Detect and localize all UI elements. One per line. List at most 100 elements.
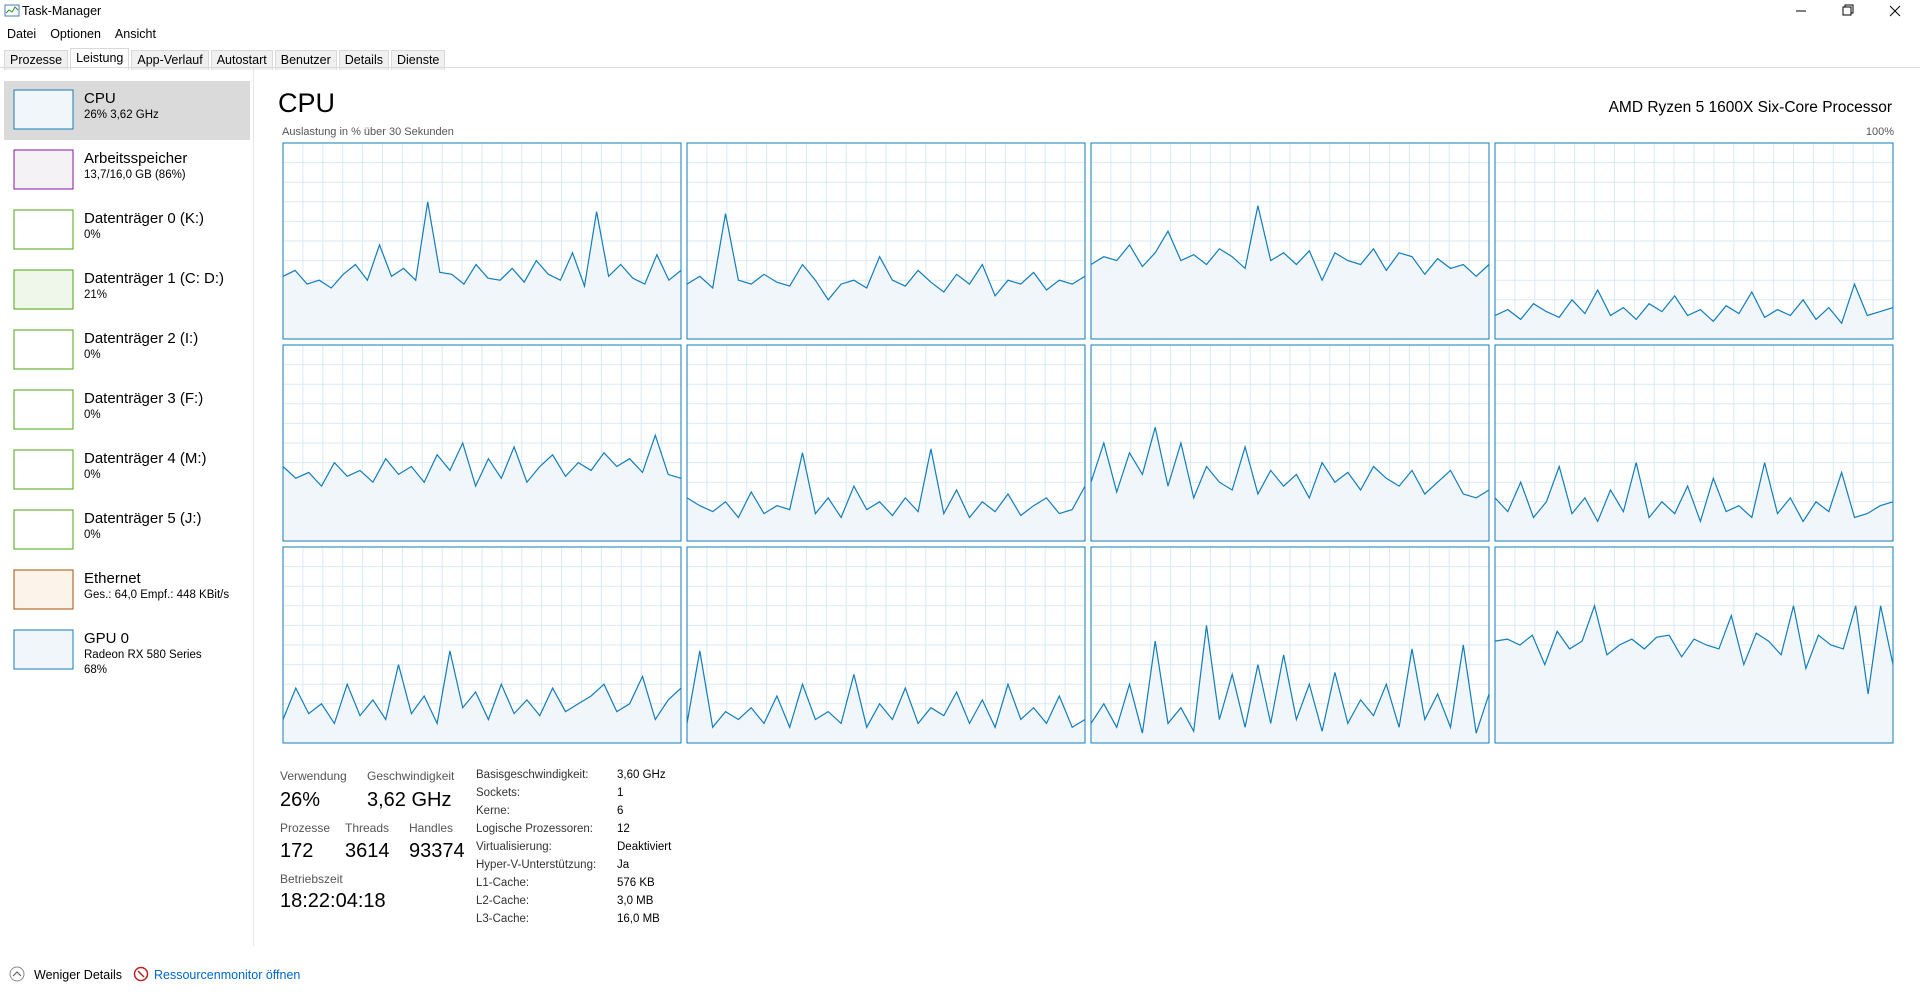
core-area — [1091, 625, 1489, 743]
info-value: 3,0 MB — [617, 895, 654, 907]
graph-frame — [686, 546, 1086, 744]
info-value: 6 — [617, 805, 624, 817]
graph-frame — [282, 344, 682, 542]
sidebar-item[interactable]: Datenträger 1 (C: D:) 21% — [4, 261, 250, 320]
graph-frame — [1494, 546, 1894, 744]
info-label: Virtualisierung: — [476, 841, 552, 853]
stat-value: 3,62 GHz — [367, 789, 452, 811]
sidebar-detail: 21% — [84, 289, 108, 301]
info-label: Sockets: — [476, 787, 521, 799]
core-line — [1090, 205, 1490, 282]
tab[interactable]: Leistung — [70, 48, 130, 70]
stat-value: 172 — [280, 840, 314, 862]
sidebar-item[interactable]: Datenträger 3 (F:) 0% — [4, 381, 250, 440]
core-area — [283, 201, 681, 339]
stat-value: 93374 — [409, 840, 465, 862]
tab-bar: Prozesse Leistung App-Verlauf Autostart Benu… — [4, 48, 447, 70]
sidebar-item[interactable]: Datenträger 0 (K:) 0% — [4, 201, 250, 260]
stat-label: Handles — [409, 821, 454, 835]
sidebar-item[interactable]: Datenträger 4 (M:) 0% — [4, 441, 250, 500]
graph-caption: Auslastung in % über 30 Sekunden — [282, 126, 454, 138]
stat-label: Geschwindigkeit — [367, 769, 455, 783]
graph-frame — [282, 142, 682, 340]
sidebar-item[interactable]: CPU 26% 3,62 GHz — [4, 81, 250, 140]
menu-item[interactable]: Optionen — [50, 27, 101, 41]
thumbnail-frame — [13, 509, 74, 550]
sidebar-thumbnail — [13, 269, 74, 310]
sidebar-thumbnail — [13, 389, 74, 430]
thumbnail-frame — [13, 389, 74, 430]
core-line — [686, 448, 1086, 519]
tab[interactable]: Details — [338, 50, 389, 70]
core-line — [282, 650, 682, 726]
thumbnail-frame — [13, 629, 74, 670]
menu-item[interactable]: Datei — [7, 27, 37, 41]
info-value: 576 KB — [617, 877, 655, 889]
info-label: L1-Cache: — [476, 877, 530, 889]
tab[interactable]: Dienste — [390, 50, 446, 70]
sidebar-name: Arbeitsspeicher — [84, 150, 188, 167]
window-title: Task-Manager — [22, 4, 102, 18]
sidebar-item[interactable]: GPU 0 Radeon RX 580 Series 68% — [4, 621, 250, 680]
tab-separator — [0, 67, 1920, 68]
info-value: 16,0 MB — [617, 913, 660, 925]
core-line — [1090, 625, 1490, 734]
tab[interactable]: App-Verlauf — [131, 50, 209, 70]
tab[interactable]: Autostart — [210, 50, 273, 70]
sidebar-thumbnail — [13, 509, 74, 550]
core-area — [1091, 205, 1489, 339]
sidebar-thumbnail — [13, 209, 74, 250]
core-area — [283, 650, 681, 743]
resource-monitor-icon[interactable] — [133, 966, 149, 982]
sidebar-item[interactable]: Datenträger 2 (I:) 0% — [4, 321, 250, 380]
sidebar-thumbnail — [13, 449, 74, 490]
stat-value: 26% — [280, 789, 321, 811]
core-line — [1090, 427, 1490, 500]
sidebar-name: Datenträger 1 (C: D:) — [84, 270, 225, 287]
sidebar-separator — [253, 68, 254, 946]
stat-label: Betriebszeit — [280, 872, 343, 886]
sidebar-name: CPU — [84, 90, 116, 107]
tab[interactable]: Benutzer — [274, 50, 337, 70]
sidebar-detail: 0% — [84, 349, 101, 361]
menu-item[interactable]: Ansicht — [114, 27, 156, 41]
perf-title: CPU — [278, 88, 336, 118]
stat-value: 18:22:04:18 — [280, 890, 386, 912]
info-value: 3,60 GHz — [617, 769, 666, 781]
sidebar-name: Datenträger 3 (F:) — [84, 390, 204, 407]
core-line — [1494, 603, 1894, 695]
graph-max-label: 100% — [1865, 126, 1894, 138]
window-controls[interactable] — [1780, 0, 1920, 22]
core-line — [282, 201, 682, 289]
sidebar-item[interactable]: Ethernet Ges.: 64,0 Empf.: 448 KBit/s — [4, 561, 250, 620]
graph-frame — [686, 344, 1086, 542]
less-details[interactable]: Weniger Details — [34, 968, 123, 982]
sidebar-name: Datenträger 0 (K:) — [84, 210, 205, 227]
graph-frame — [1090, 142, 1490, 340]
graph-frame — [1494, 344, 1894, 542]
thumbnail-frame — [13, 269, 74, 310]
sidebar-item[interactable]: Datenträger 5 (J:) 0% — [4, 501, 250, 560]
collapse-icon[interactable] — [9, 966, 25, 982]
tab[interactable]: Prozesse — [4, 50, 69, 70]
graph-frame — [686, 142, 1086, 340]
core-area — [283, 435, 681, 541]
graph-frame — [1494, 142, 1894, 340]
resource-monitor-link[interactable]: Ressourcenmonitor öffnen — [154, 968, 301, 982]
sidebar-detail: 0% — [84, 229, 101, 241]
sidebar-thumbnail — [13, 89, 74, 130]
stat-label: Threads — [345, 821, 390, 835]
sidebar-detail: Radeon RX 580 Series — [84, 649, 202, 661]
core-area — [1495, 605, 1893, 743]
processor-name: AMD Ryzen 5 1600X Six-Core Processor — [1608, 99, 1892, 116]
sidebar-item[interactable]: Arbeitsspeicher 13,7/16,0 GB (86%) — [4, 141, 250, 200]
sidebar-detail: 0% — [84, 409, 101, 421]
stat-label: Prozesse — [280, 821, 331, 835]
sidebar-detail: 0% — [84, 469, 101, 481]
thumbnail-frame — [13, 569, 74, 610]
sidebar-detail: 68% — [84, 664, 108, 676]
core-area — [687, 448, 1085, 541]
thumbnail-frame — [13, 89, 74, 130]
stat-label: Verwendung — [280, 769, 347, 783]
